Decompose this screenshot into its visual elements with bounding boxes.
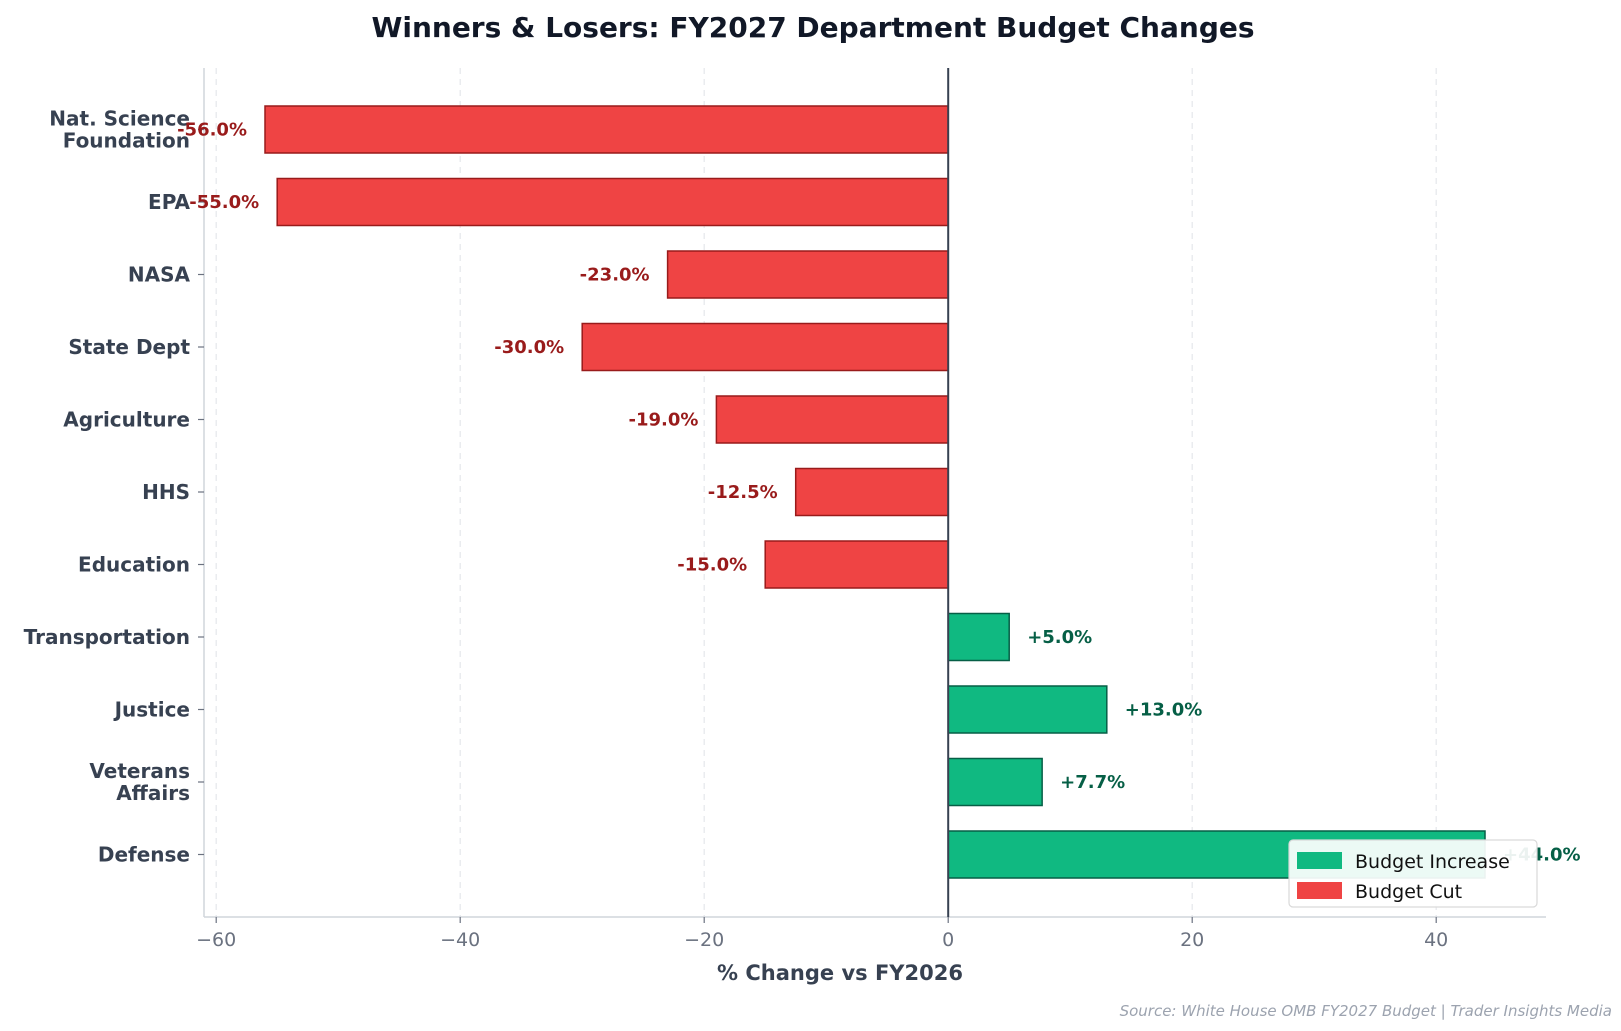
- bar-5: [794, 467, 949, 517]
- legend-label-0: Budget Increase: [1355, 851, 1510, 873]
- axis-layer: −60 −40 −20 0 20 40: [196, 68, 1546, 951]
- x-tick-label-1: −40: [440, 929, 480, 951]
- value-label-1: -55.0%: [189, 192, 259, 213]
- legend-swatch-0: [1297, 852, 1342, 869]
- label-layer: Nat. Science Foundation EPA NASA State Dept A…: [24, 107, 1581, 867]
- value-label-8: +13.0%: [1125, 700, 1203, 721]
- category-label-10: Defense: [98, 843, 190, 867]
- category-label-7: Transportation: [24, 625, 190, 649]
- grid-layer: [215, 68, 1437, 917]
- source-note: Source: White House OMB FY2027 Budget | …: [1120, 1002, 1612, 1020]
- category-label-0: Nat. Science Foundation: [49, 107, 190, 153]
- legend: Budget Increase Budget Cut: [1288, 839, 1538, 908]
- value-label-6: -15.0%: [677, 555, 747, 576]
- bar-4: [715, 395, 949, 444]
- chart-title: Winners & Losers: FY2027 Department Budg…: [371, 11, 1254, 44]
- value-label-3: -30.0%: [494, 337, 564, 358]
- x-tick-label-5: 40: [1424, 929, 1448, 951]
- x-tick-label-2: −20: [684, 929, 724, 951]
- value-label-7: +5.0%: [1027, 627, 1092, 648]
- bar-0: [264, 105, 949, 154]
- category-label-4: Agriculture: [63, 408, 190, 432]
- legend-label-1: Budget Cut: [1355, 881, 1462, 903]
- bar-2: [666, 250, 949, 299]
- x-axis-label: % Change vs FY2026: [717, 961, 963, 985]
- x-tick-label-4: 20: [1180, 929, 1204, 951]
- legend-swatch-1: [1297, 882, 1342, 899]
- bar-layer: [264, 105, 1486, 879]
- value-label-0: -56.0%: [177, 120, 247, 141]
- value-label-9: +7.7%: [1060, 772, 1125, 793]
- value-label-2: -23.0%: [580, 265, 650, 286]
- value-label-4: -19.0%: [628, 410, 698, 431]
- bar-8: [947, 685, 1108, 734]
- bar-3: [581, 322, 949, 372]
- x-tick-label-3: 0: [942, 929, 954, 951]
- x-tick-label-0: −60: [196, 929, 236, 951]
- category-label-2: NASA: [128, 263, 191, 287]
- bar-6: [764, 540, 949, 589]
- category-label-8: Justice: [113, 698, 190, 722]
- legend-box: [1288, 839, 1538, 908]
- category-label-9: Veterans Affairs: [89, 759, 190, 805]
- category-label-5: HHS: [142, 480, 190, 504]
- bar-9: [947, 757, 1043, 807]
- bar-1: [276, 177, 949, 227]
- value-label-5: -12.5%: [708, 482, 778, 503]
- category-label-6: Education: [78, 553, 190, 577]
- bar-7: [947, 612, 1010, 662]
- category-label-1: EPA: [148, 190, 190, 214]
- category-label-3: State Dept: [68, 335, 190, 359]
